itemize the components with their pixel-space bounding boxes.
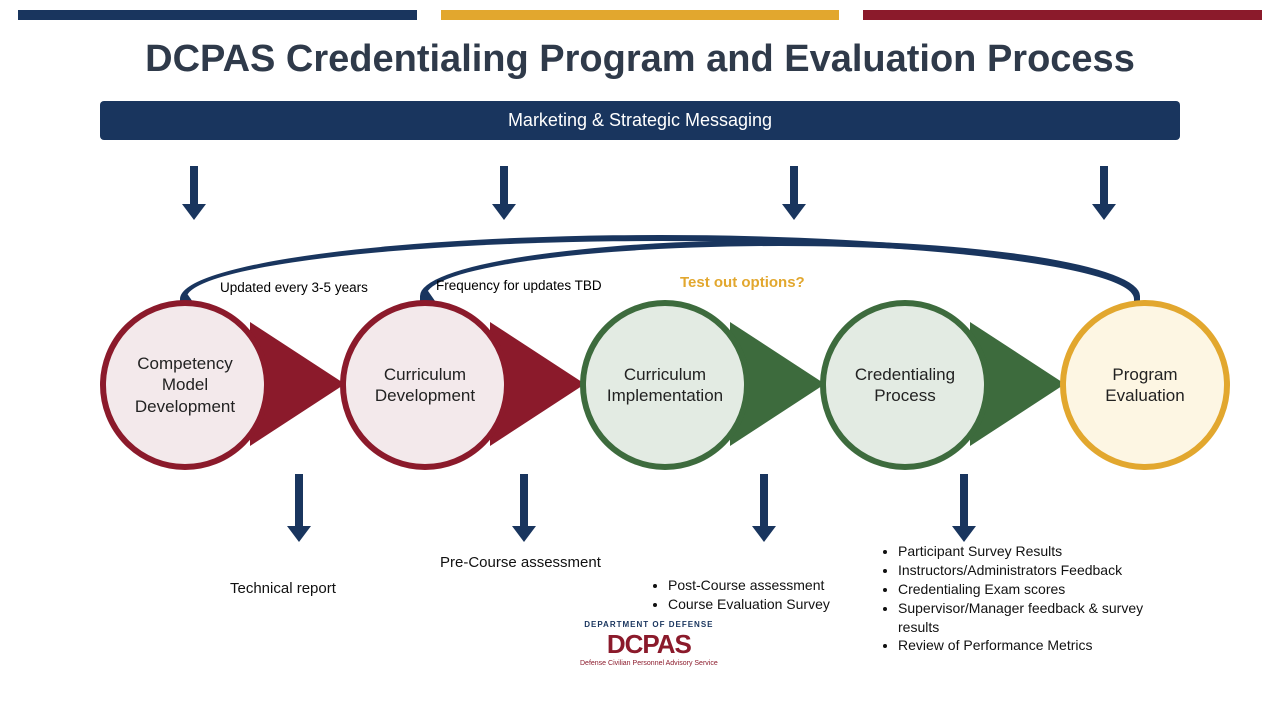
top-annotation: Frequency for updates TBD	[436, 278, 602, 293]
bullet-item: Instructors/Administrators Feedback	[898, 561, 1180, 580]
bullets-right: Participant Survey ResultsInstructors/Ad…	[880, 542, 1180, 655]
bullet-item: Post-Course assessment	[668, 576, 880, 595]
bullet-item: Supervisor/Manager feedback & survey res…	[898, 599, 1180, 637]
top-annotation: Test out options?	[680, 274, 805, 291]
logo-dep: DEPARTMENT OF DEFENSE	[580, 620, 718, 629]
output-arrow	[960, 474, 968, 528]
dcpas-logo: DEPARTMENT OF DEFENSE DCPAS Defense Civi…	[580, 620, 718, 667]
banner-arrow	[500, 166, 508, 206]
bullet-item: Credentialing Exam scores	[898, 580, 1180, 599]
top-annotation: Updated every 3-5 years	[220, 280, 368, 295]
banner-arrow	[190, 166, 198, 206]
banner-marketing: Marketing & Strategic Messaging	[100, 101, 1180, 140]
bullet-item: Course Evaluation Survey	[668, 595, 880, 614]
bullets-mid: Post-Course assessmentCourse Evaluation …	[650, 576, 880, 614]
process-node: Curriculum Development	[340, 300, 510, 470]
page-title: DCPAS Credentialing Program and Evaluati…	[0, 38, 1280, 81]
process-node: Credentialing Process	[820, 300, 990, 470]
logo-sub: Defense Civilian Personnel Advisory Serv…	[580, 660, 718, 667]
output-arrow	[520, 474, 528, 528]
process-node: Program Evaluation	[1060, 300, 1230, 470]
top-bar-navy	[18, 10, 417, 20]
process-row: Competency Model Development Curriculum D…	[60, 300, 1240, 470]
output-label: Pre-Course assessment	[440, 554, 601, 571]
process-node: Curriculum Implementation	[580, 300, 750, 470]
bullet-item: Participant Survey Results	[898, 542, 1180, 561]
banner-arrow	[790, 166, 798, 206]
top-bar-maroon	[863, 10, 1262, 20]
bullet-item: Review of Performance Metrics	[898, 636, 1180, 655]
process-node: Competency Model Development	[100, 300, 270, 470]
top-bars	[0, 0, 1280, 20]
output-arrow	[295, 474, 303, 528]
output-label: Technical report	[230, 580, 336, 597]
top-bar-gold	[441, 10, 840, 20]
output-arrow	[760, 474, 768, 528]
banner-arrow	[1100, 166, 1108, 206]
logo-name: DCPAS	[580, 629, 718, 660]
